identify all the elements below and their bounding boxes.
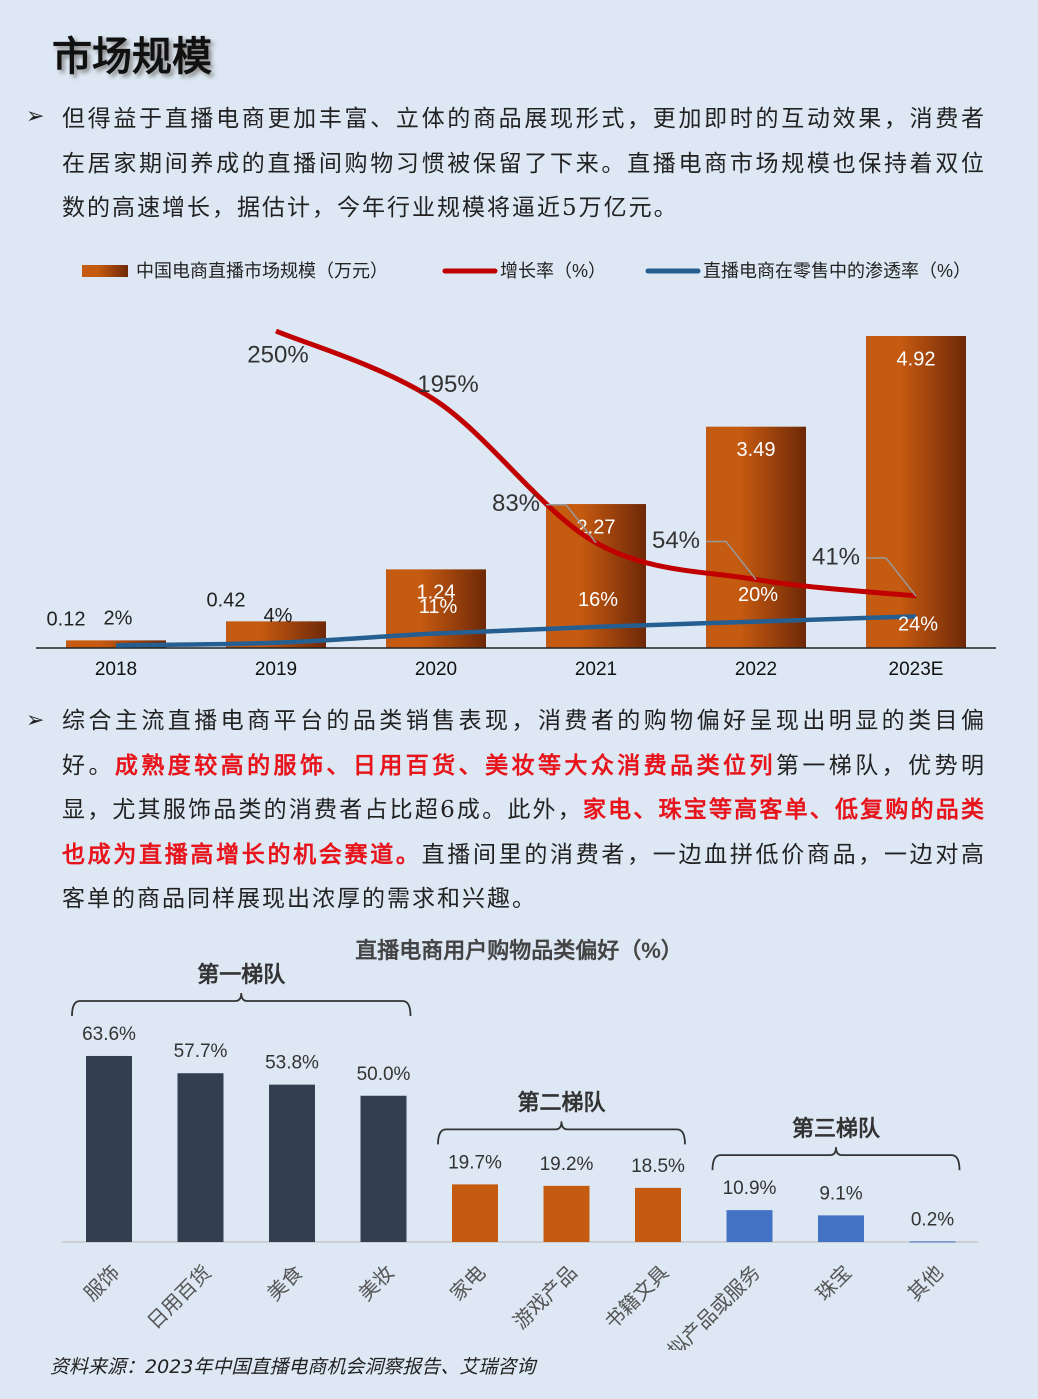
chart-title: 直播电商用户购物品类偏好（%）	[355, 938, 683, 963]
line	[275, 328, 917, 599]
text-run: 第一梯队，优势明显，尤其服饰品类的消费者占比超6成。此外，	[62, 752, 987, 824]
bar	[86, 1055, 132, 1242]
bar	[269, 1084, 315, 1242]
bar-value-label: 1.24	[417, 582, 456, 604]
x-tick-label: 2018	[95, 659, 137, 680]
group-label: 第三梯队	[792, 1116, 881, 1141]
group-bracket	[711, 1147, 961, 1171]
bar	[818, 1215, 864, 1242]
text-run: 家电、珠宝等高客单、低复购的品类也成为直播高增长的机会赛道。	[62, 796, 987, 868]
line-value-label: 41%	[812, 543, 860, 570]
text-run: 但得益于直播电商更加丰富、立体的商品展现形式，更加即时的互动效果，消费者在居家期…	[62, 106, 986, 221]
line-value-label: 195%	[417, 371, 478, 398]
line-value-label: 83%	[492, 490, 540, 517]
bar-value-label: 10.9%	[723, 1178, 777, 1199]
line-value-label: 24%	[898, 614, 938, 636]
legend-swatch	[82, 265, 128, 277]
bar	[635, 1187, 681, 1242]
x-tick-label: 2022	[735, 659, 777, 680]
x-tick-label: 其他	[903, 1261, 948, 1306]
line-value-label: 20%	[738, 584, 778, 606]
line-value-label: 4%	[264, 605, 293, 627]
category-chart: 直播电商用户购物品类偏好（%） 63.6% 服饰 57.7% 日用百货 53.8% 美食 50…	[62, 938, 978, 1350]
legend-label: 直播电商在零售中的渗透率（%）	[703, 261, 971, 281]
text-run: 综合主流直播电商平台的品类销售表现，消费者的购物偏好呈现出明显的类目偏好。	[62, 708, 986, 779]
bar	[177, 1073, 224, 1242]
bullet: ➢	[26, 708, 45, 733]
group-label: 第二梯队	[517, 1090, 606, 1115]
bar-value-label: 0.42	[207, 590, 246, 612]
paragraph: 但得益于直播电商更加丰富、立体的商品展现形式，更加即时的互动效果，消费者在居家期…	[62, 97, 986, 231]
x-tick-label: 书籍文具	[600, 1261, 673, 1334]
bar-value-label: 50.0%	[357, 1064, 411, 1085]
bar-value-label: 2.27	[577, 516, 616, 538]
bullet: ➢	[26, 104, 45, 129]
bar-value-label: 53.8%	[265, 1053, 319, 1074]
bar-value-label: 0.12	[47, 609, 86, 631]
bar	[452, 1184, 498, 1242]
bar	[706, 426, 806, 648]
bar	[543, 1185, 590, 1242]
group-label: 第一梯队	[197, 962, 286, 987]
x-tick-label: 2019	[255, 659, 297, 680]
legend-label: 中国电商直播市场规模（万元）	[136, 261, 388, 281]
bar-value-label: 57.7%	[174, 1041, 228, 1062]
bar-value-label: 0.2%	[911, 1209, 954, 1230]
group-bracket	[71, 992, 412, 1016]
bar-value-label: 19.7%	[448, 1152, 502, 1173]
bar	[909, 1241, 956, 1243]
x-tick-label: 游戏产品	[509, 1261, 582, 1334]
group-bracket	[437, 1121, 686, 1145]
bar	[726, 1210, 773, 1242]
x-tick-label: 家电	[446, 1261, 491, 1306]
source: 资料来源：2023年中国直播电商机会洞察报告、艾瑞咨询	[50, 1356, 536, 1378]
x-tick-label: 美食	[263, 1261, 308, 1306]
leader-line	[866, 557, 917, 597]
bar-value-label: 3.49	[737, 439, 776, 461]
bar-value-label: 63.6%	[82, 1024, 136, 1045]
line-value-label: 54%	[652, 527, 700, 554]
bar-value-label: 18.5%	[631, 1156, 685, 1177]
x-tick-label: 美妆	[354, 1261, 399, 1306]
bar-value-label: 9.1%	[819, 1183, 862, 1204]
bar	[866, 336, 966, 648]
bar-value-label: 19.2%	[540, 1154, 594, 1175]
line-value-label: 16%	[578, 589, 618, 611]
x-tick-label: 2023E	[889, 659, 944, 680]
x-tick-label: 2020	[415, 659, 457, 680]
market-chart: 中国电商直播市场规模（万元） 增长率（%） 直播电商在零售中的渗透率（%） 2018 2…	[36, 261, 996, 680]
x-tick-label: 服饰	[80, 1261, 125, 1306]
text-run: 成熟度较高的服饰、日用百货、美妆等大众消费品类位列	[114, 751, 776, 779]
paragraph: 综合主流直播电商平台的品类销售表现，消费者的购物偏好呈现出明显的类目偏好。成熟度…	[62, 699, 986, 922]
line	[115, 614, 917, 648]
line-value-label: 250%	[247, 341, 308, 368]
page-title: 市场规模	[52, 33, 212, 80]
bar-value-label: 4.92	[897, 348, 936, 370]
leader-line	[546, 504, 597, 544]
x-tick-label: 日用百货	[143, 1261, 216, 1334]
line-value-label: 11%	[419, 596, 458, 618]
x-tick-label: 2021	[575, 659, 617, 680]
legend-label: 增长率（%）	[500, 261, 606, 281]
bar	[360, 1095, 407, 1242]
line-value-label: 2%	[104, 608, 133, 630]
text-run: 直播间里的消费者，一边血拼低价商品，一边对高客单的商品同样展现出浓厚的需求和兴趣…	[62, 841, 987, 913]
x-tick-label: 珠宝	[812, 1261, 857, 1306]
leader-line	[706, 540, 757, 580]
